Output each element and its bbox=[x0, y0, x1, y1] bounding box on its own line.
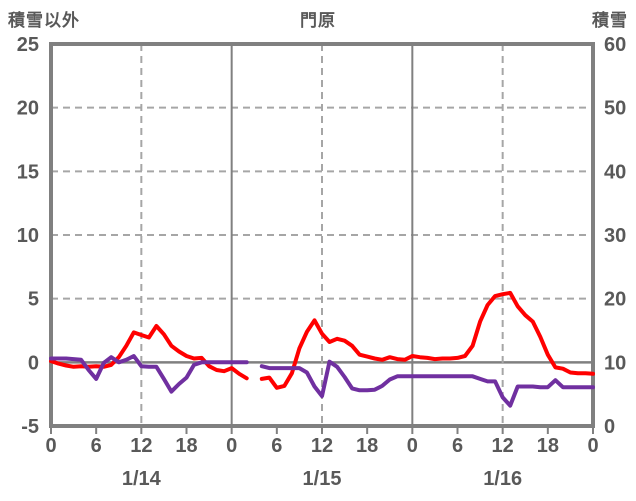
right-axis-title: 積雪 bbox=[592, 11, 628, 30]
data-series bbox=[49, 290, 595, 408]
right-axis-tick-label: 40 bbox=[604, 161, 626, 183]
right-axis-tick-label: 50 bbox=[604, 98, 626, 120]
x-axis-day-label: 1/16 bbox=[483, 468, 522, 490]
right-axis-tick-label: 30 bbox=[604, 225, 626, 247]
right-axis-tick-label: 0 bbox=[604, 416, 615, 438]
right-axis-tick-label: 20 bbox=[604, 289, 626, 311]
left-axis-tick-label: 0 bbox=[28, 352, 39, 374]
x-axis-tick-label: 6 bbox=[91, 435, 102, 457]
right-axis-tick-label: 60 bbox=[604, 34, 626, 56]
x-axis-tick-label: 18 bbox=[537, 435, 559, 457]
left-axis-tick-label: 25 bbox=[17, 34, 39, 56]
right-axis-tick-label: 10 bbox=[604, 352, 626, 374]
x-axis-tick-label: 0 bbox=[226, 435, 237, 457]
plot-border bbox=[49, 42, 595, 428]
chart-title: 門原 bbox=[300, 11, 336, 30]
left-axis-tick-label: -5 bbox=[21, 416, 39, 438]
left-axis-tick-label: 5 bbox=[28, 289, 39, 311]
x-axis-day-label: 1/15 bbox=[303, 468, 342, 490]
series-line-snow-depth bbox=[49, 354, 249, 394]
x-axis-tick-label: 6 bbox=[452, 435, 463, 457]
left-axis-title: 積雪以外 bbox=[8, 11, 80, 30]
x-axis-tick-label: 18 bbox=[175, 435, 197, 457]
x-axis-tick-label: 12 bbox=[311, 435, 333, 457]
plot-border-rect bbox=[49, 42, 595, 428]
series-line-snow-depth bbox=[259, 359, 595, 408]
left-axis-tick-label: 15 bbox=[17, 161, 39, 183]
x-axis-tick-label: 0 bbox=[407, 435, 418, 457]
x-axis-tick-label: 6 bbox=[271, 435, 282, 457]
series-line-other-than-snow bbox=[259, 290, 595, 390]
x-axis-tick-label: 12 bbox=[130, 435, 152, 457]
x-axis-tick-label: 0 bbox=[587, 435, 598, 457]
x-axis-tick-label: 18 bbox=[356, 435, 378, 457]
gridlines bbox=[51, 44, 593, 426]
x-axis-tick-label: 12 bbox=[492, 435, 514, 457]
x-axis-tick-label: 0 bbox=[45, 435, 56, 457]
x-axis-ticks bbox=[50, 428, 594, 434]
left-axis-tick-label: 20 bbox=[17, 98, 39, 120]
x-axis-day-label: 1/14 bbox=[122, 468, 162, 490]
left-axis-tick-label: 10 bbox=[17, 225, 39, 247]
series-line-other-than-snow bbox=[49, 324, 249, 381]
